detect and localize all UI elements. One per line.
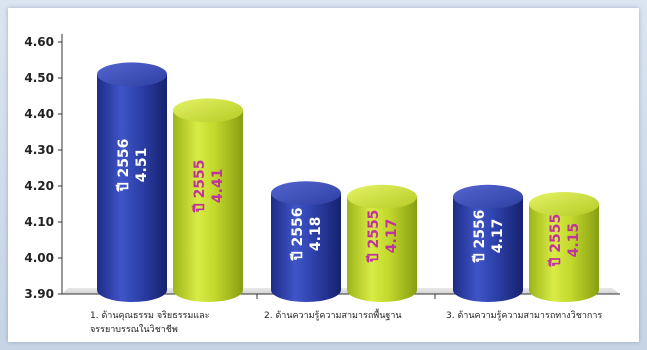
bar-value-label: 4.41 xyxy=(210,169,226,204)
bar-value-label: 4.15 xyxy=(566,223,582,258)
bar-chart: 4.60 4.50 4.40 4.30 4.20 4.10 4.00 3.90 1. ด้าน… xyxy=(24,34,620,335)
bar xyxy=(97,62,167,303)
bar-top xyxy=(97,62,167,87)
bar xyxy=(347,184,417,302)
bar-value-label: 4.17 xyxy=(490,219,506,254)
y-tick-label: 4.60 xyxy=(24,35,54,49)
bar-body xyxy=(271,193,341,302)
bar-top xyxy=(173,98,243,123)
bar-year-label: ปี 2555 xyxy=(192,159,208,213)
bar-body xyxy=(97,74,167,303)
bar-year-label: ปี 2556 xyxy=(472,210,488,264)
bar-data-label: ปี 2556 4.17 xyxy=(472,210,506,264)
bar-body xyxy=(347,196,417,302)
y-tick-label: 4.40 xyxy=(24,107,54,121)
bar xyxy=(271,181,341,302)
y-tick-label: 3.90 xyxy=(24,287,54,301)
bar-year-label: ปี 2556 xyxy=(290,207,306,261)
bar-top xyxy=(347,184,417,209)
bar-year-label: ปี 2555 xyxy=(548,214,564,268)
bar-top xyxy=(453,184,523,209)
y-tick-label: 4.20 xyxy=(24,179,54,193)
bar-data-label: ปี 2555 4.15 xyxy=(548,214,582,268)
x-category-label: 1. ด้านคุณธรรม จริยธรรมและ xyxy=(90,310,210,321)
bar-body xyxy=(453,196,523,302)
bar-value-label: 4.17 xyxy=(384,219,400,254)
bar-labels: 1. ด้านคุณธรรม จริยธรรมและจรรยาบรรณในวิช… xyxy=(90,139,602,335)
x-category-label: 2. ด้านความรู้ความสามารถพื้นฐาน xyxy=(264,308,402,321)
bar-top xyxy=(271,181,341,206)
y-tick-label: 4.00 xyxy=(24,251,54,265)
bar xyxy=(529,192,599,302)
bar-body xyxy=(173,110,243,303)
bar-value-label: 4.51 xyxy=(134,148,150,183)
bar-value-label: 4.18 xyxy=(308,217,324,252)
y-tick-label: 4.10 xyxy=(24,215,54,229)
bars xyxy=(97,62,599,303)
y-tick-label: 4.30 xyxy=(24,143,54,157)
chart-panel: 4.60 4.50 4.40 4.30 4.20 4.10 4.00 3.90 1. ด้าน… xyxy=(8,8,639,342)
bar-year-label: ปี 2555 xyxy=(366,210,382,264)
bar-data-label: ปี 2555 4.17 xyxy=(366,210,400,264)
bar-year-label: ปี 2556 xyxy=(116,139,132,193)
bar-data-label: ปี 2555 4.41 xyxy=(192,159,226,213)
bar-data-label: ปี 2556 4.51 xyxy=(116,139,150,193)
bar xyxy=(173,98,243,303)
x-category-label: จรรยาบรรณในวิชาชีพ xyxy=(90,324,178,335)
bar xyxy=(453,184,523,302)
y-tick-label: 4.50 xyxy=(24,71,54,85)
bar-data-label: ปี 2556 4.18 xyxy=(290,207,324,261)
x-category-label: 3. ด้านความรู้ความสามารถทางวิชาการ xyxy=(446,310,602,321)
bar-top xyxy=(529,192,599,216)
bar-body xyxy=(529,204,599,302)
